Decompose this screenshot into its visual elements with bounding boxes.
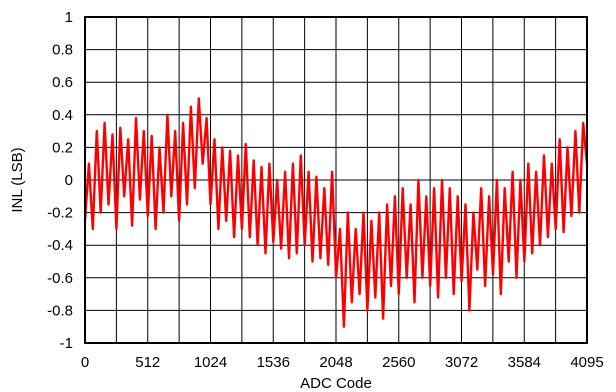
y-tick-label: 1 [65,9,73,26]
y-tick-label: 0.4 [52,107,73,124]
x-tick-label: 3072 [445,354,478,371]
inl-series-line [83,97,589,328]
x-tick-label: 2560 [382,354,415,371]
y-tick-label: 0.8 [52,42,73,59]
y-tick-label: 0.2 [52,139,73,156]
x-tick-labels: 0 512 1024 1536 2048 2560 3072 3584 4095 [81,354,604,371]
y-tick-label: -0.8 [47,302,73,319]
x-axis-title: ADC Code [300,375,372,392]
y-tick-label: 0.6 [52,74,73,91]
x-tick-label: 512 [135,354,160,371]
x-tick-label: 0 [81,354,89,371]
y-tick-label: -0.6 [47,270,73,287]
series-layer [83,97,589,328]
x-tick-label: 1536 [257,354,290,371]
x-tick-label: 2048 [319,354,352,371]
y-axis-title: INL (LSB) [9,147,26,212]
plot-frame [84,16,588,344]
y-tick-label: -1 [60,335,73,352]
x-tick-label: 1024 [194,354,227,371]
y-tick-label: -0.4 [47,237,73,254]
y-tick-labels: 1 0.8 0.6 0.4 0.2 0 -0.2 -0.4 -0.6 -0.8 -1 [47,9,73,352]
y-tick-label: 0 [65,172,73,189]
y-tick-label: -0.2 [47,205,73,222]
x-tick-label: 4095 [570,354,603,371]
x-tick-label: 3584 [508,354,541,371]
